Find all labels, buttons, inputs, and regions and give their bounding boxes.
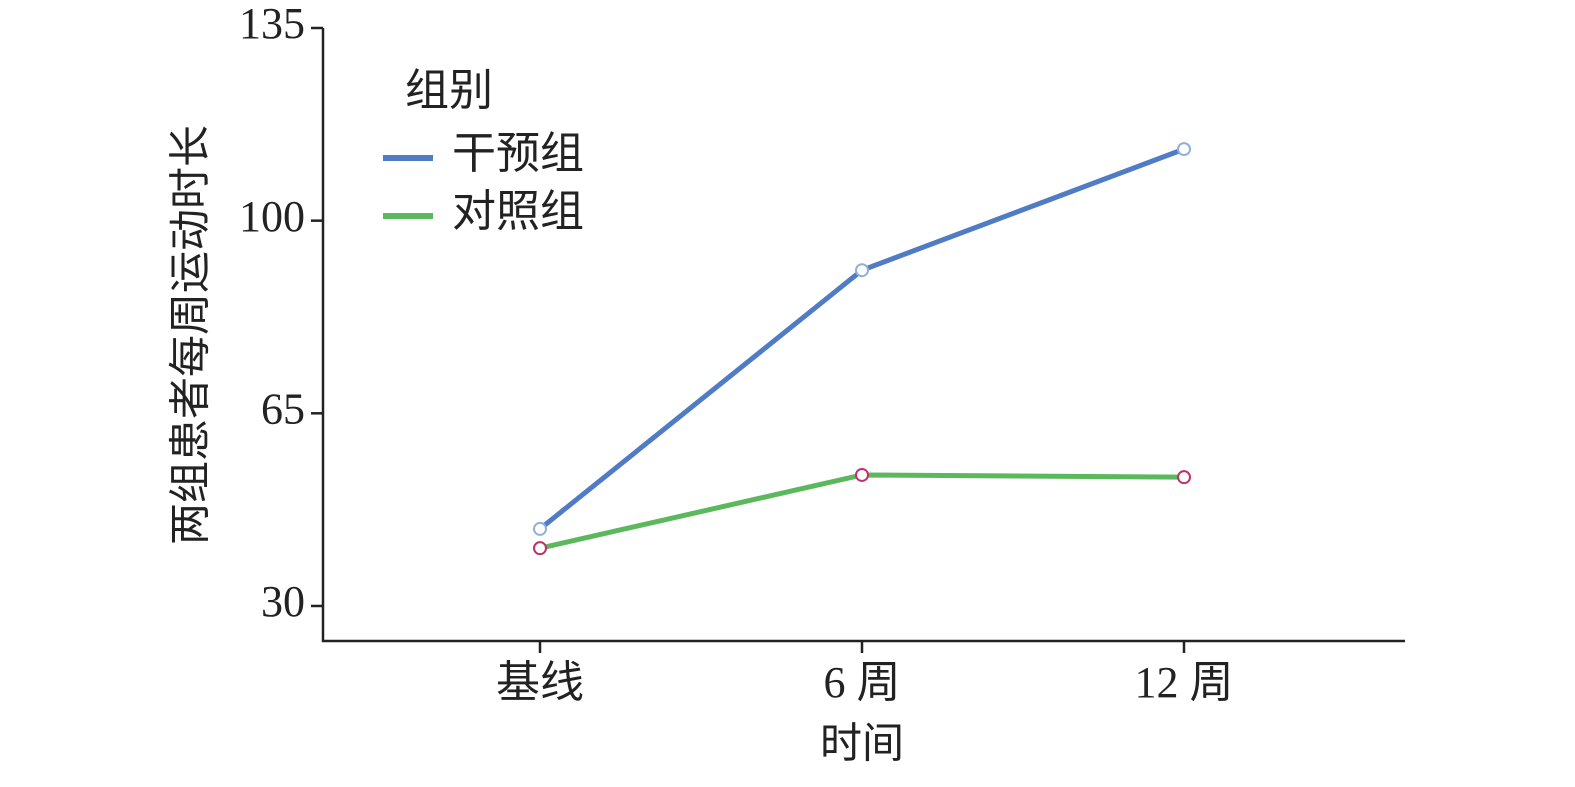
x-tick-label: 6 周 — [824, 658, 901, 707]
data-point — [855, 467, 869, 482]
axis-line — [321, 28, 1405, 643]
data-point — [1177, 470, 1191, 485]
y-axis-title: 两组患者每周运动时长 — [169, 125, 215, 545]
legend-label: 对照组 — [452, 187, 584, 236]
x-axis-title: 时间 — [820, 722, 904, 768]
y-tick-label: 135 — [239, 0, 305, 48]
x-tick-label: 12 周 — [1135, 658, 1234, 707]
legend-title: 组别 — [405, 66, 493, 115]
y-tick-label: 65 — [261, 384, 305, 433]
data-point — [533, 541, 547, 556]
legend-label: 干预组 — [452, 129, 584, 178]
data-point — [1177, 142, 1191, 157]
series-line — [539, 472, 1185, 551]
y-tick-label: 30 — [261, 577, 305, 626]
data-point — [855, 263, 869, 278]
x-tick-label: 基线 — [496, 658, 584, 707]
y-tick-label: 100 — [239, 192, 305, 241]
data-point — [533, 521, 547, 536]
